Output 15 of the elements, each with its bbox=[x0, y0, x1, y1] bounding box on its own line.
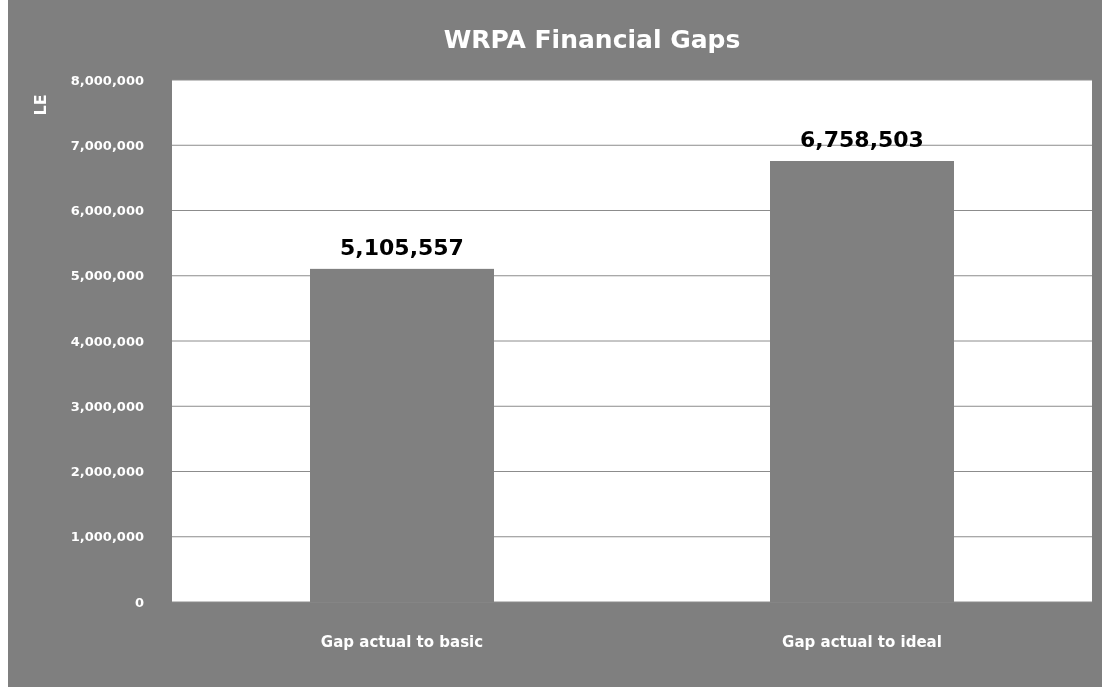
x-tick-label: Gap actual to ideal bbox=[782, 633, 942, 651]
y-tick-label: 8,000,000 bbox=[70, 72, 144, 88]
chart-title: WRPA Financial Gaps bbox=[443, 25, 741, 54]
y-tick-label: 5,000,000 bbox=[70, 268, 144, 284]
x-tick-label: Gap actual to basic bbox=[320, 633, 484, 651]
y-tick-label: 1,000,000 bbox=[70, 529, 144, 545]
y-tick-label: 0 bbox=[134, 594, 144, 610]
data-label: 5,105,557 bbox=[340, 234, 464, 260]
y-tick-label: 7,000,000 bbox=[70, 137, 144, 153]
data-label: 6,758,503 bbox=[800, 127, 924, 153]
y-tick-label: 2,000,000 bbox=[70, 464, 144, 480]
y-axis-title: LE bbox=[31, 94, 50, 116]
y-tick-label: 6,000,000 bbox=[70, 203, 144, 219]
y-tick-label: 4,000,000 bbox=[70, 333, 144, 349]
y-tick-label: 3,000,000 bbox=[70, 398, 144, 414]
